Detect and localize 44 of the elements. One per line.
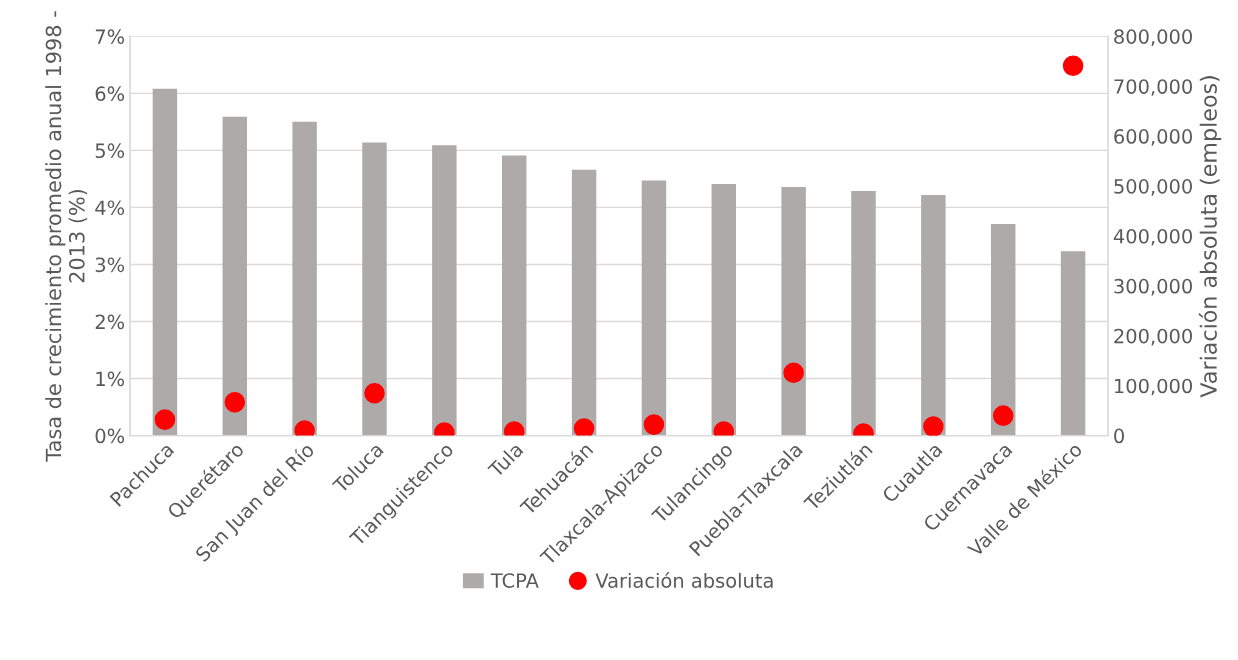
y-tick-label: 4% bbox=[95, 200, 125, 216]
y2-tick-label: 600,000 bbox=[1114, 129, 1192, 146]
bar bbox=[152, 88, 178, 436]
point bbox=[154, 409, 176, 430]
y2-tick-label: 300,000 bbox=[1114, 278, 1192, 296]
point bbox=[573, 418, 595, 436]
bar bbox=[222, 116, 247, 436]
y2-tick-label: 400,000 bbox=[1113, 228, 1192, 246]
y-tick-label: 0% bbox=[95, 428, 125, 444]
y-tick-label: 5% bbox=[95, 143, 125, 159]
y-tick-label: 6% bbox=[95, 86, 125, 102]
y-tick-label: 1% bbox=[96, 371, 125, 387]
point bbox=[923, 416, 944, 436]
bar bbox=[711, 184, 737, 436]
y2-tick-label: 200,000 bbox=[1114, 328, 1192, 346]
bar bbox=[571, 169, 597, 436]
point bbox=[992, 405, 1014, 426]
bar bbox=[292, 121, 317, 436]
legend-label: TCPA bbox=[490, 573, 539, 588]
y2-tick-label: 700,000 bbox=[1114, 79, 1192, 96]
y-tick-label: 7% bbox=[95, 29, 125, 44]
y2-tick-label: 0 bbox=[1114, 428, 1124, 444]
y-tick-label: 2% bbox=[95, 314, 125, 330]
bar bbox=[921, 194, 946, 436]
y-axis-title: Tasa de crecimiento promedio anual 1998 - 2013 (%) bbox=[45, 11, 88, 462]
point bbox=[1062, 55, 1084, 77]
bar bbox=[991, 223, 1016, 436]
bar bbox=[781, 186, 806, 436]
point bbox=[364, 382, 385, 404]
bar bbox=[1060, 251, 1086, 436]
point bbox=[643, 414, 665, 435]
y2-tick-label: 500,000 bbox=[1114, 178, 1192, 196]
bar bbox=[362, 142, 387, 436]
legend-label: Variación absoluta bbox=[595, 572, 773, 588]
bar bbox=[432, 145, 457, 436]
y2-tick-label: 100,000 bbox=[1115, 378, 1192, 396]
y-tick-label: 3% bbox=[95, 257, 125, 273]
y2-tick-label: 800,000 bbox=[1114, 29, 1192, 46]
bar bbox=[851, 190, 876, 436]
bar bbox=[501, 155, 527, 436]
point bbox=[783, 362, 804, 383]
point bbox=[224, 391, 246, 413]
y2-axis-title: Variación absoluta (empleos) bbox=[1198, 76, 1222, 398]
bar bbox=[641, 180, 667, 436]
